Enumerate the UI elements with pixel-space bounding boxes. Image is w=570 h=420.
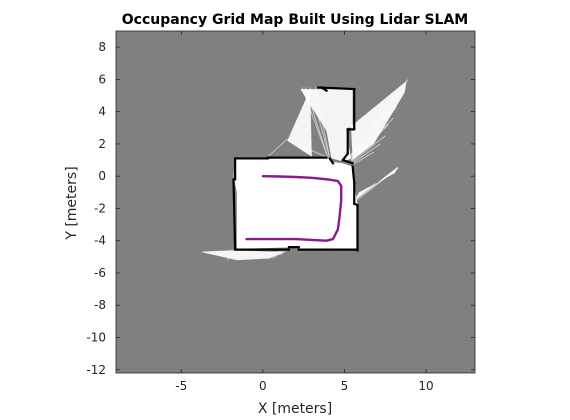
y-axis-label: Y [meters] (64, 166, 80, 240)
x-ticks: -5 0 5 10 (175, 31, 434, 393)
x-tick-label: 0 (259, 379, 267, 393)
free-region-1 (300, 89, 353, 162)
axes-box (115, 30, 476, 374)
free-region-0 (233, 156, 358, 251)
y-tick-label: 6 (98, 72, 106, 86)
y-tick-label: 2 (98, 137, 106, 151)
lidar-ray-10 (352, 135, 386, 163)
y-tick-label: -8 (94, 298, 106, 312)
free-region-4 (200, 250, 285, 261)
wall-segment-3 (232, 178, 237, 250)
chart-title: Occupancy Grid Map Built Using Lidar SLA… (122, 12, 468, 28)
free-region-5 (287, 89, 312, 157)
free-region-2 (351, 81, 407, 161)
lidar-ray-16 (267, 140, 287, 158)
occupied-walls-layer (232, 85, 359, 252)
lidar-ray-21 (278, 250, 288, 256)
y-tick-label: -2 (94, 201, 106, 215)
x-axis-label: X [meters] (258, 401, 332, 417)
y-tick-label: 0 (98, 169, 106, 183)
x-tick-label: -5 (175, 379, 187, 393)
wall-segment-10 (351, 165, 356, 184)
plot-area (115, 30, 476, 374)
y-ticks: 8 6 4 2 0 -2 -4 -6 -8 -10 -12 (86, 40, 475, 377)
x-tick-label: 10 (418, 379, 433, 393)
lidar-ray-11 (352, 143, 381, 164)
free-region-3 (354, 166, 399, 201)
wall-segment-11 (341, 158, 355, 165)
y-tick-label: -12 (86, 363, 106, 377)
lidar-ray-12 (352, 151, 375, 166)
wall-segment-16 (317, 86, 356, 91)
y-tick-label: -6 (94, 266, 106, 280)
y-tick-label: -10 (86, 331, 106, 345)
wall-segment-18 (328, 156, 335, 165)
x-tick-label: 5 (341, 379, 349, 393)
wall-segment-17 (320, 85, 329, 93)
y-tick-label: -4 (94, 234, 106, 248)
y-tick-label: 8 (98, 40, 106, 54)
y-tick-label: 4 (98, 105, 106, 119)
robot-trajectory (245, 175, 343, 242)
